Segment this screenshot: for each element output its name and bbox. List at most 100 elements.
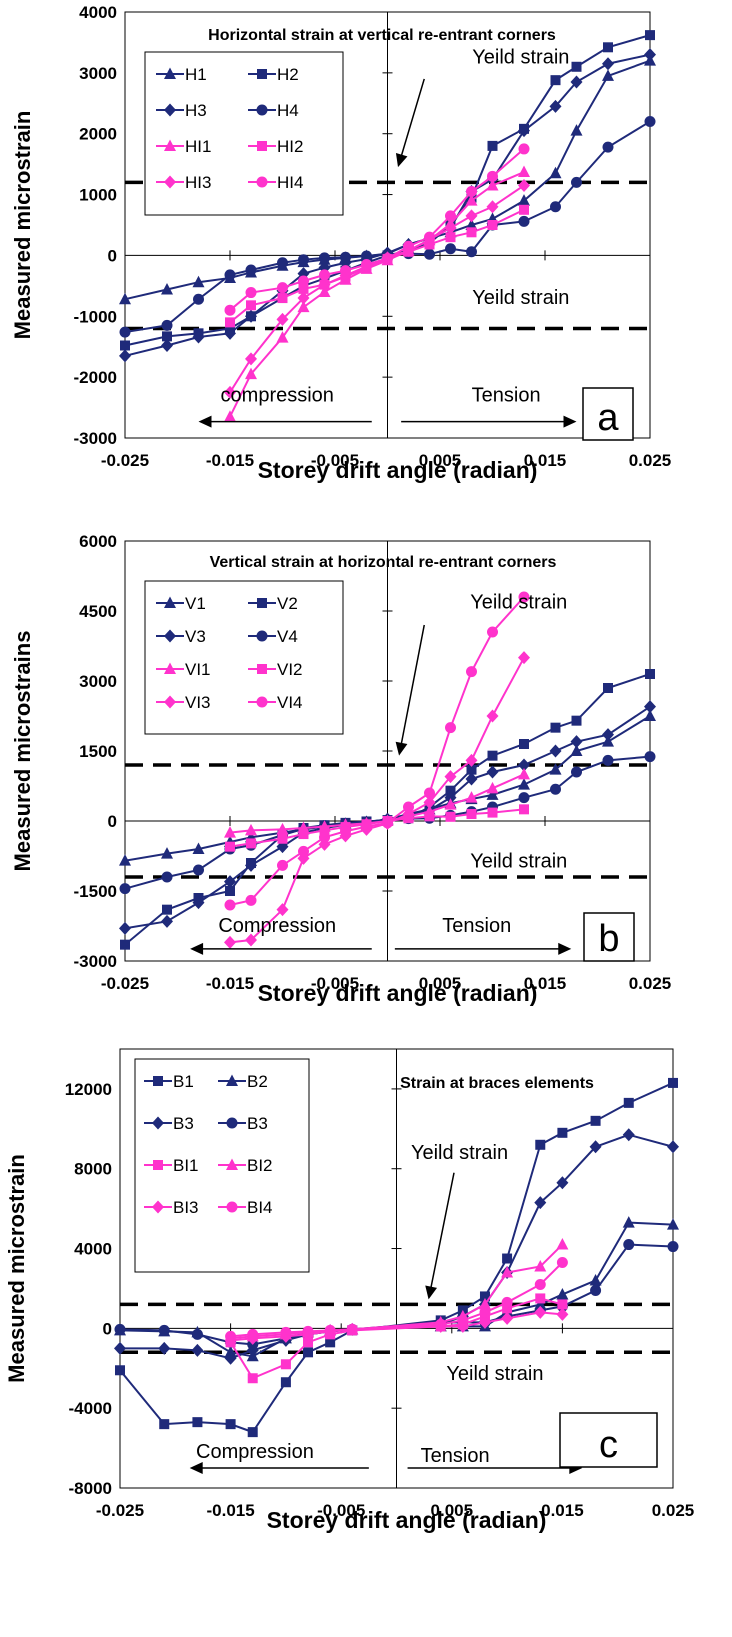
legend-label: BI2: [247, 1156, 273, 1175]
data-point: [192, 330, 205, 344]
data-point: [445, 210, 456, 222]
annotation-text: Compression: [196, 1441, 314, 1463]
data-point: [645, 669, 655, 679]
data-point: [622, 1128, 635, 1142]
series-line: [229, 808, 525, 848]
arrow-head: [190, 942, 204, 955]
data-point: [550, 783, 561, 795]
data-point: [465, 209, 478, 223]
data-point: [570, 735, 583, 749]
annotation-text: Compression: [218, 915, 336, 937]
arrow-head: [425, 1285, 438, 1300]
data-point: [280, 1377, 291, 1388]
arrow-shaft: [400, 624, 425, 746]
data-point: [556, 1257, 568, 1269]
legend-entry: VI3: [156, 693, 211, 712]
data-point: [119, 921, 131, 935]
legend-label: BI4: [247, 1198, 273, 1217]
legend-marker: [164, 139, 176, 151]
data-point: [667, 1218, 679, 1230]
data-point: [556, 1238, 569, 1250]
legend-entry: B2: [218, 1072, 268, 1091]
data-point: [571, 61, 582, 72]
data-point: [590, 1115, 601, 1126]
data-point: [423, 795, 436, 809]
x-tick-label: -0.015: [206, 451, 254, 470]
series-line: [229, 657, 525, 944]
legend-entry: V1: [156, 594, 206, 613]
data-point: [556, 1307, 569, 1321]
data-point: [518, 165, 530, 178]
chart-panel-c: -0.025 -0.015 -0.005 0.005 0.015 0.025 -8000 -4…: [4, 1048, 694, 1533]
data-point: [570, 124, 583, 136]
data-point: [644, 116, 656, 128]
data-point: [119, 292, 131, 305]
data-point: [550, 201, 561, 213]
annotation-text: compression: [221, 384, 334, 406]
data-point: [192, 275, 205, 288]
data-point: [276, 331, 289, 343]
annotation-arrow: [395, 78, 425, 168]
legend-label: HI2: [277, 137, 303, 156]
panel-letter-box: [582, 387, 634, 441]
data-point: [550, 75, 561, 86]
legend-marker: [257, 664, 267, 674]
data-point: [534, 1260, 547, 1272]
legend-marker: [257, 141, 267, 151]
panel-letter-box: [559, 1412, 658, 1468]
data-point: [161, 871, 173, 883]
x-tick-label: 0.015: [541, 1501, 584, 1520]
data-point: [325, 1337, 336, 1348]
data-point: [445, 243, 456, 255]
legend-marker: [164, 103, 176, 117]
data-point: [478, 1315, 491, 1329]
y-axis-label: Measured microstrain: [10, 111, 35, 340]
data-point: [435, 1318, 447, 1330]
data-point: [603, 683, 613, 693]
data-point: [245, 823, 257, 836]
data-point: [571, 766, 582, 778]
legend-marker: [164, 662, 176, 674]
legend-entry: H4: [248, 101, 299, 120]
data-point: [486, 781, 499, 794]
data-point: [602, 141, 614, 153]
data-point: [162, 331, 172, 342]
legend-marker: [164, 596, 176, 608]
legend-entry: BI2: [218, 1156, 273, 1175]
data-point: [119, 854, 131, 866]
data-point: [487, 626, 498, 638]
data-point: [114, 1323, 126, 1335]
data-point: [224, 304, 236, 316]
data-point: [297, 300, 310, 313]
legend: V1 V2 V3 V4 VI1 VI2 VI3 VI4: [144, 580, 344, 735]
x-tick-label: 0.015: [524, 451, 567, 470]
annotation-text: Yeild strain: [472, 47, 569, 69]
legend-marker: [256, 104, 268, 116]
data-point: [444, 770, 457, 784]
y-tick-label: -8000: [69, 1479, 112, 1498]
legend-marker: [164, 67, 176, 79]
y-tick-label: 1000: [79, 186, 117, 205]
data-point: [119, 349, 131, 363]
data-point: [556, 1176, 569, 1190]
data-point: [224, 875, 236, 889]
legend-entry: HI1: [156, 137, 211, 156]
data-point: [225, 1330, 237, 1342]
annotation-text: Yeild strain: [446, 1363, 543, 1385]
data-point: [193, 864, 204, 876]
y-tick-label: 4500: [79, 602, 117, 621]
data-point: [444, 791, 457, 805]
data-point: [403, 801, 414, 813]
data-point: [557, 1127, 568, 1138]
annotation-text: Tension: [421, 1445, 490, 1467]
data-point: [519, 804, 529, 815]
data-point: [318, 278, 331, 292]
legend-marker: [153, 1160, 163, 1170]
data-point: [518, 178, 530, 192]
data-point: [556, 1287, 569, 1300]
annotation-text: Tension: [442, 915, 511, 937]
data-point: [487, 750, 498, 761]
annotation-arrow: [198, 415, 372, 428]
data-point: [298, 829, 309, 840]
